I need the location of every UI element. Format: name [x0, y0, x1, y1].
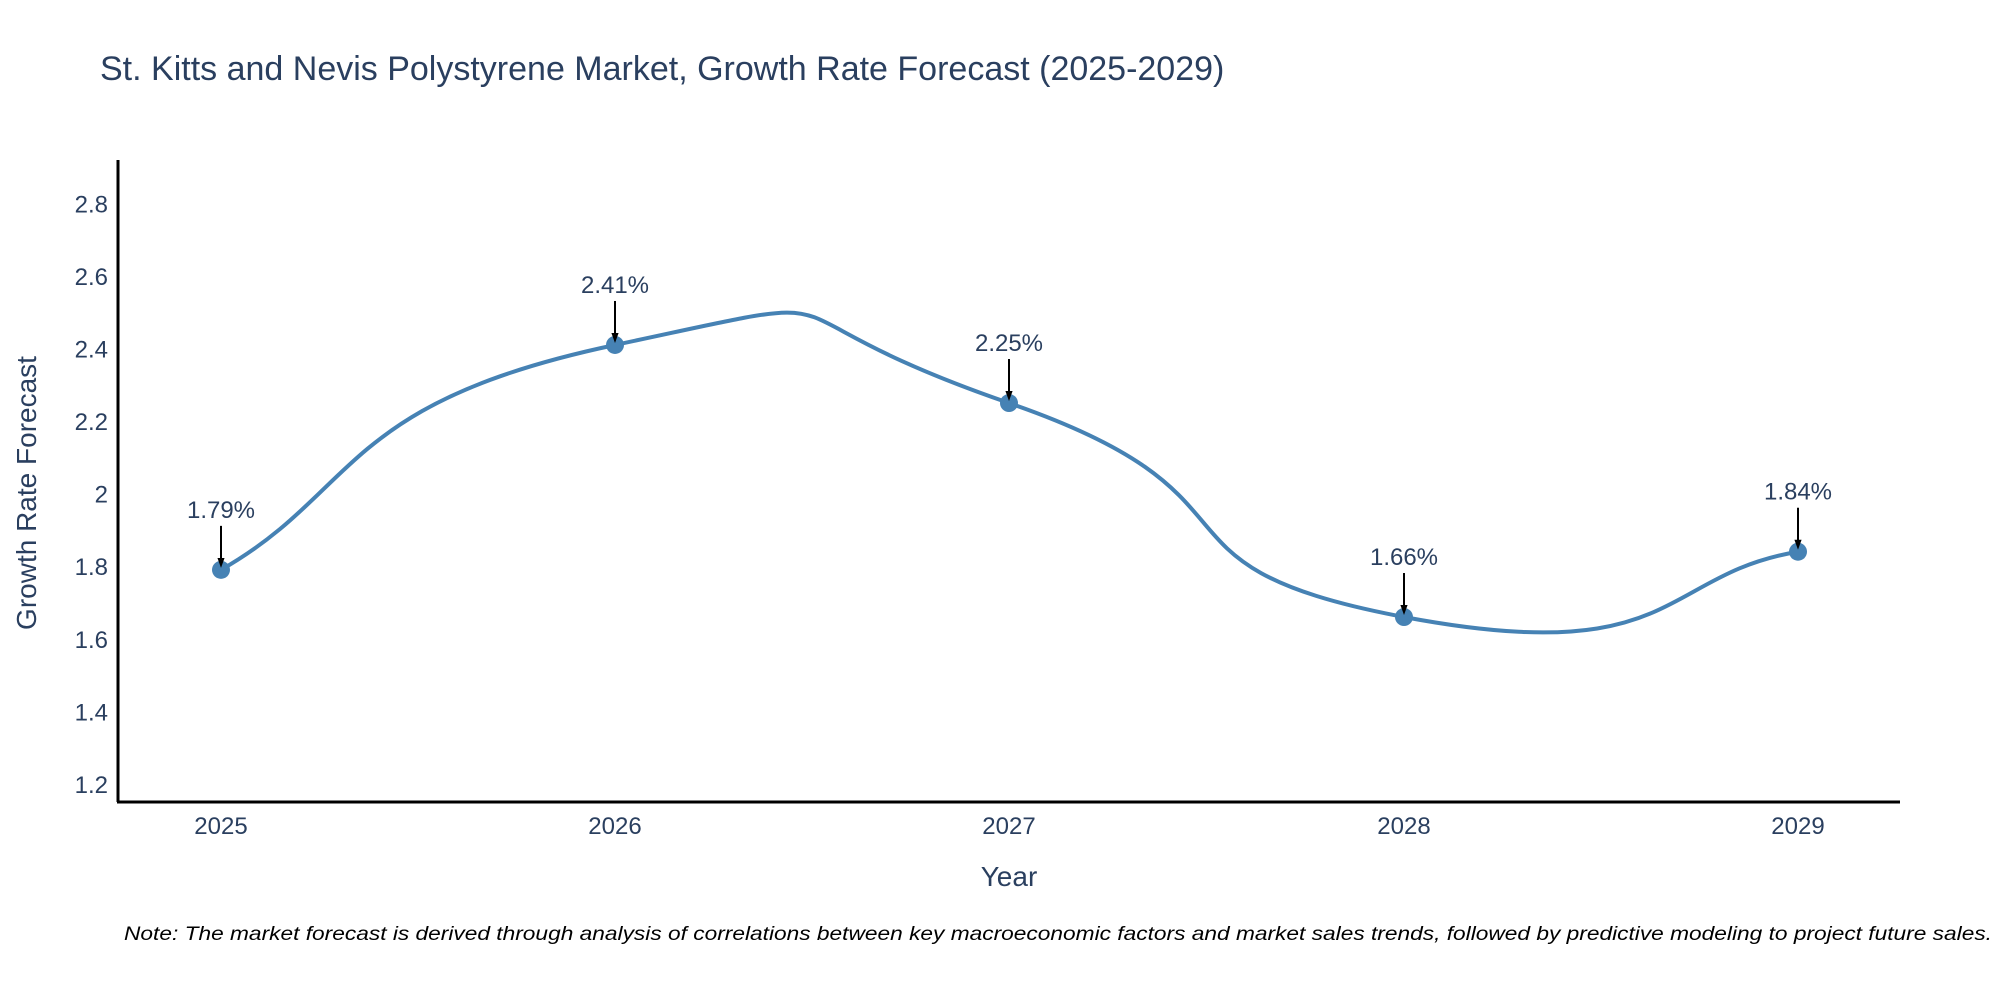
y-tick-label: 1.2	[75, 772, 108, 799]
data-point-2025	[212, 560, 230, 579]
y-tick-label: 2.8	[75, 192, 108, 219]
data-points	[212, 335, 1807, 627]
chart-title: St. Kitts and Nevis Polystyrene Market, …	[100, 50, 1224, 88]
x-axis-title: Year	[981, 861, 1038, 892]
x-tick-label: 2029	[1771, 813, 1824, 840]
y-tick-label: 2	[95, 482, 108, 509]
y-tick-label: 1.4	[75, 699, 108, 726]
data-point-2026	[606, 335, 624, 354]
x-tick-label: 2028	[1377, 813, 1430, 840]
y-tick-label: 2.4	[75, 337, 108, 364]
data-label: 2.25%	[975, 330, 1043, 357]
x-tick-label: 2027	[982, 813, 1035, 840]
data-annotations: 1.79% 2.41% 2.25% 1.66% 1.84%	[187, 272, 1832, 616]
chart-note: Note: The market forecast is derived thr…	[124, 924, 1992, 945]
y-tick-label: 2.2	[75, 409, 108, 436]
x-tick-label: 2025	[194, 813, 247, 840]
data-point-2027	[1000, 394, 1018, 413]
data-label: 2.41%	[581, 272, 649, 299]
y-tick-label: 1.8	[75, 554, 108, 581]
data-label: 1.66%	[1370, 544, 1438, 571]
x-axis-ticks: 2025 2026 2027 2028 2029	[194, 813, 1824, 840]
data-point-2028	[1395, 608, 1413, 627]
y-tick-label: 2.6	[75, 264, 108, 291]
y-axis-title: Growth Rate Forecast	[11, 356, 42, 630]
data-label: 1.79%	[187, 497, 255, 524]
data-label: 1.84%	[1764, 479, 1832, 506]
x-tick-label: 2026	[588, 813, 641, 840]
y-tick-label: 1.6	[75, 627, 108, 654]
data-point-2029	[1789, 542, 1807, 561]
y-axis-ticks: 1.2 1.4 1.6 1.8 2 2.2 2.4 2.6 2.8	[75, 192, 108, 799]
